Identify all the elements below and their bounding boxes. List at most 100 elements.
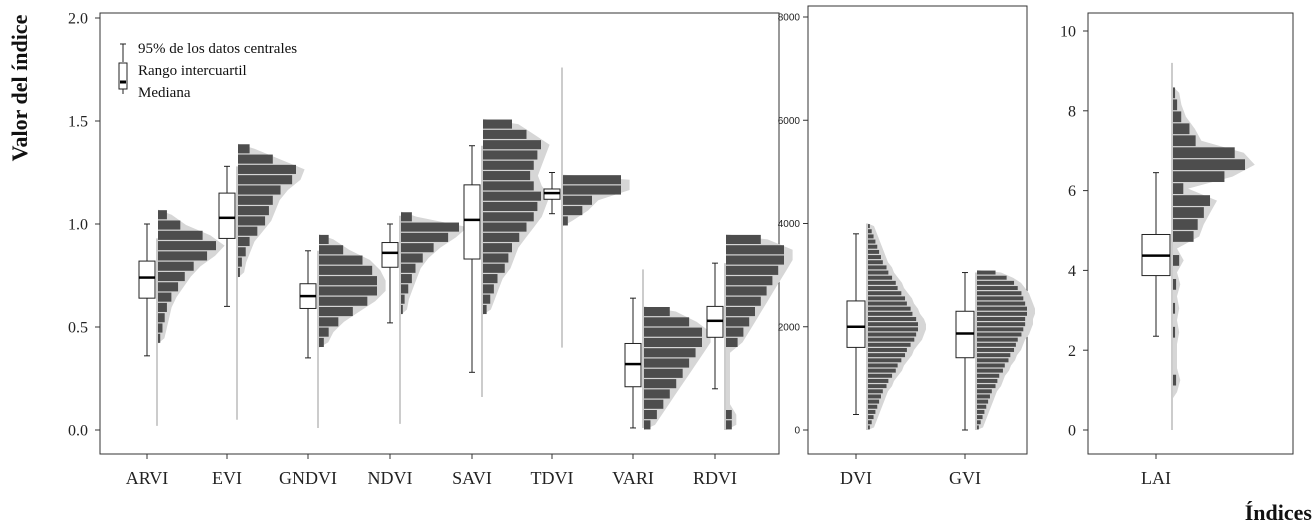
histogram-bar (483, 284, 494, 294)
histogram-bar (868, 244, 878, 249)
y-tick-label: 6000 (778, 116, 801, 127)
histogram-bar (644, 317, 690, 327)
histogram-bar (868, 415, 874, 420)
histogram-bar (868, 342, 911, 347)
histogram-bar (868, 353, 906, 358)
histogram-bar (319, 327, 329, 337)
histogram-bar (868, 311, 913, 316)
histogram-bar (868, 306, 911, 311)
histogram-bar (158, 302, 167, 312)
y-axis-title: Valor del índice (7, 14, 32, 161)
histogram-bar (238, 226, 258, 236)
histogram-bar (644, 348, 696, 358)
histogram-bar (977, 420, 981, 425)
series-ndvi: NDVI (368, 211, 468, 488)
histogram-bar (977, 394, 990, 399)
y-tick-label: 1.0 (68, 217, 88, 234)
histogram-bar (977, 296, 1024, 301)
histogram-bar (1173, 219, 1198, 230)
y-tick-label: 8 (1068, 103, 1076, 120)
histogram-bar (1173, 195, 1211, 206)
legend-whisker-label: 95% de los datos centrales (138, 41, 297, 57)
series-lai: LAI (1141, 62, 1255, 488)
series-vari: VARI (612, 269, 711, 488)
histogram-bar (401, 232, 449, 242)
histogram-bar (868, 425, 870, 430)
histogram-bar (238, 236, 250, 247)
histogram-bar (401, 263, 416, 273)
histogram-bar (483, 222, 527, 232)
histogram-bar (238, 164, 296, 174)
histogram-bar (868, 399, 880, 404)
histogram-bar (319, 255, 363, 265)
histogram-bar (644, 399, 664, 409)
histogram-bar (401, 212, 412, 222)
histogram-bar (977, 275, 1007, 280)
histogram-bar (977, 327, 1024, 332)
histogram-bar (1173, 171, 1225, 183)
histogram-bar (868, 296, 906, 301)
histogram-bar (868, 327, 918, 332)
legend-box-label: Rango intercuartil (138, 63, 247, 79)
histogram-bar (726, 317, 750, 327)
histogram-bar (1173, 159, 1245, 171)
histogram-bar (483, 119, 512, 129)
histogram-bar (483, 191, 541, 201)
panel-left-frame (99, 12, 780, 455)
histogram-bar (1173, 374, 1177, 386)
histogram-bar (158, 292, 172, 302)
histogram-bar (977, 409, 985, 414)
histogram-bar (868, 332, 917, 337)
y-tick-label: 0 (794, 426, 800, 437)
density-shape (644, 306, 711, 430)
x-tick-label: RDVI (693, 468, 737, 488)
histogram-bar (319, 307, 353, 317)
x-tick-label: ARVI (126, 468, 169, 488)
histogram-bar (1173, 231, 1194, 242)
histogram-bar (158, 210, 167, 220)
legend: 95% de los datos centrales Rango intercu… (118, 41, 297, 101)
y-tick-label: 0.0 (68, 423, 88, 440)
histogram-bar (868, 255, 881, 260)
histogram-bar (319, 276, 377, 286)
x-tick-label: VARI (612, 468, 654, 488)
histogram-bar (483, 274, 498, 284)
histogram-bar (1173, 99, 1178, 111)
histogram-bar (868, 249, 880, 254)
histogram-bar (726, 234, 761, 244)
series-arvi: ARVI (126, 209, 225, 488)
histogram-bar (158, 323, 163, 333)
histogram-bar (726, 410, 732, 420)
histogram-bar (401, 243, 434, 253)
histogram-bar (977, 348, 1015, 352)
histogram-bar (726, 337, 738, 347)
histogram-bar (868, 373, 893, 378)
histogram-bar (1173, 326, 1176, 338)
panel-right-frame (1087, 12, 1294, 455)
histogram-bar (977, 317, 1026, 321)
histogram-bar (401, 304, 403, 315)
histogram-bar (483, 294, 491, 304)
panel-middle: 0 2000 4000 6000 8000 DVI GVI (778, 13, 1035, 488)
histogram-bar (401, 274, 412, 284)
histogram-bar (726, 245, 784, 255)
histogram-bar (238, 257, 242, 267)
histogram-bar (1173, 278, 1177, 290)
histogram-bar (868, 286, 898, 291)
histogram-bar (868, 348, 907, 352)
histogram-bar (158, 271, 185, 282)
histogram-bar (483, 181, 534, 191)
histogram-bar (563, 216, 568, 226)
chart-marks: 0.0 0.5 1.0 1.5 2.0 ARVI EVI GNDVI NDVI SAVI TDVI V… (68, 11, 1255, 488)
histogram-bar (483, 201, 538, 212)
histogram-bar (977, 342, 1016, 347)
iqr-box (218, 192, 236, 239)
y-tick-label: 2000 (778, 322, 801, 333)
histogram-bar (977, 368, 1003, 373)
histogram-bar (868, 389, 883, 394)
histogram-bar (1173, 135, 1196, 147)
histogram-bar (319, 317, 339, 327)
y-tick-label: 8000 (778, 13, 801, 24)
series-savi: SAVI (452, 118, 550, 488)
x-tick-label: NDVI (368, 468, 413, 488)
